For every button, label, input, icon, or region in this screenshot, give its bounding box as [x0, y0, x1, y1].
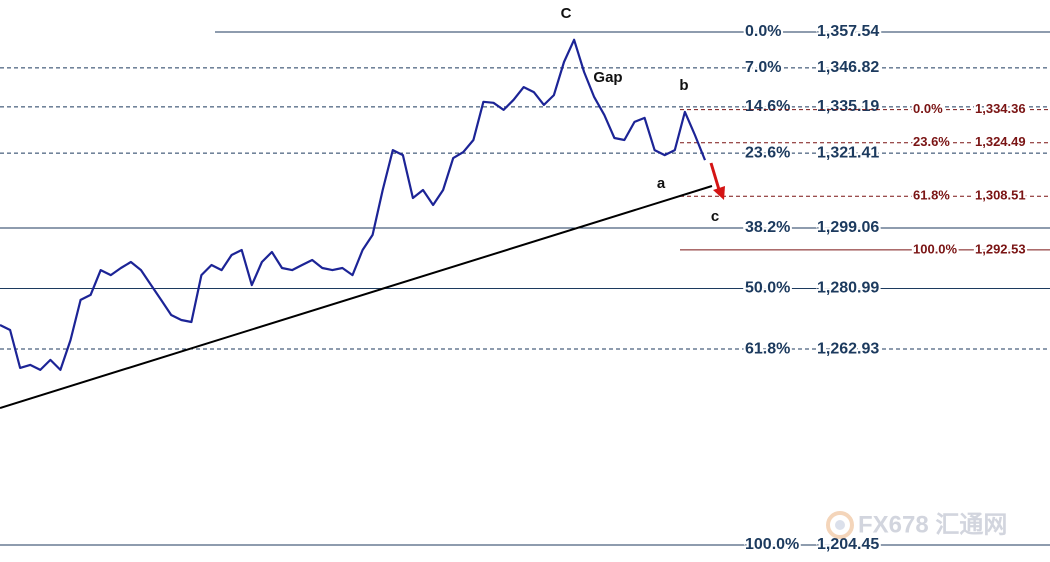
fib-ratio: 100.0% [913, 241, 958, 256]
wave-label: a [657, 175, 666, 192]
fib-price: 1,334.36 [975, 101, 1026, 116]
fib-price: 1,292.53 [975, 241, 1026, 256]
wave-label: c [711, 208, 719, 225]
watermark-logo [826, 511, 854, 539]
fibonacci-levels: 0.0% 1,357.54 7.0% 1,346.82 14.6% 1,335.19 23.… [0, 21, 1050, 555]
fib-price: 1,299.06 [817, 219, 879, 236]
fib-price: 1,262.93 [817, 340, 879, 357]
fib-ratio: 50.0% [745, 280, 790, 297]
fib-price: 1,204.45 [817, 536, 879, 553]
fib-ratio: 61.8% [745, 340, 790, 357]
fib-price: 1,321.41 [817, 144, 879, 161]
wave-label: b [679, 77, 688, 94]
fib-price: 1,346.82 [817, 59, 879, 76]
trend-line [0, 185, 713, 409]
fib-price: 1,335.19 [817, 98, 879, 115]
watermark: FX678 汇通网 [858, 511, 1007, 538]
fib-ratio: 23.6% [913, 134, 950, 149]
gap-label: Gap [593, 69, 622, 86]
forecast-arrow [709, 162, 725, 200]
fib-ratio: 23.6% [745, 144, 790, 161]
fib-ratio: 0.0% [745, 23, 781, 40]
fib-ratio: 100.0% [745, 536, 799, 553]
fib-ratio: 38.2% [745, 219, 790, 236]
fib-ratio: 14.6% [745, 98, 790, 115]
price-series [0, 38, 707, 371]
price-line [0, 38, 707, 371]
wave-label: C [561, 5, 572, 22]
fib-price: 1,324.49 [975, 134, 1026, 149]
fib-price: 1,280.99 [817, 280, 879, 297]
fib-price: 1,308.51 [975, 188, 1026, 203]
fib-ratio: 7.0% [745, 59, 781, 76]
fib-ratio: 0.0% [913, 101, 943, 116]
fib-ratio: 61.8% [913, 188, 950, 203]
fib-price: 1,357.54 [817, 23, 879, 40]
